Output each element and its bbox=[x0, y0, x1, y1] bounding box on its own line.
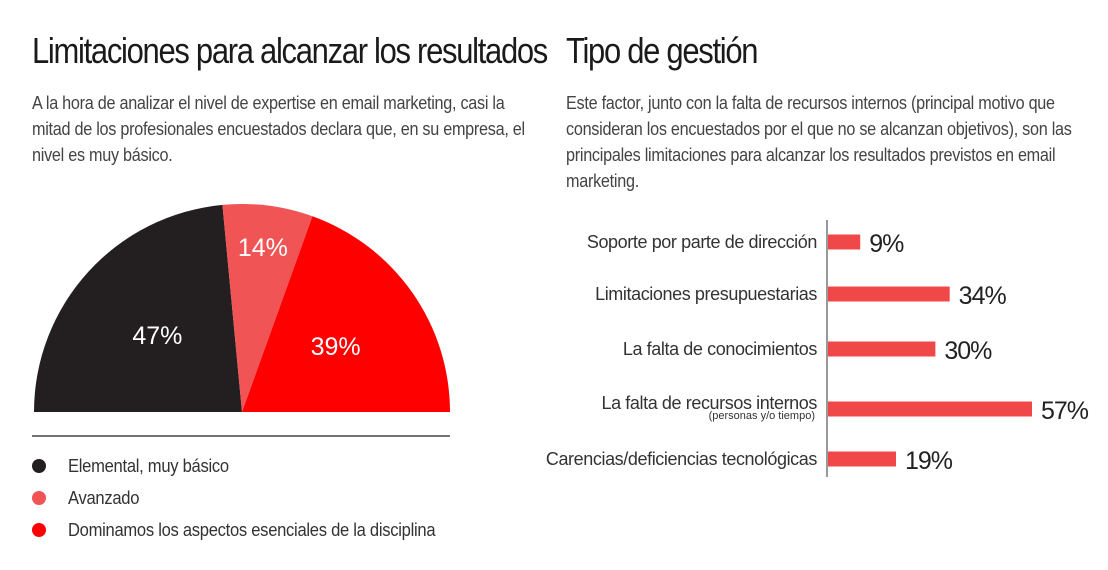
bar-1 bbox=[828, 286, 950, 302]
legend-label-1: Avanzado bbox=[68, 487, 140, 508]
semicircle-pie-chart: 47% 14% 39% bbox=[32, 204, 450, 437]
bar-4 bbox=[828, 451, 896, 467]
legend-label-2: Dominamos los aspectos esenciales de la … bbox=[68, 519, 436, 540]
pie-chart-description: A la hora de analizar el nivel de expert… bbox=[32, 93, 525, 165]
bar-category-label-1: Limitaciones presupuestarias bbox=[595, 284, 817, 304]
bar-category-label-4: Carencias/deficiencias tecnológicas bbox=[546, 449, 818, 469]
pie-slice-1 bbox=[222, 204, 313, 412]
pie-slice-label-0: 47% bbox=[132, 322, 182, 350]
bar-category-label-2: La falta de conocimientos bbox=[623, 339, 818, 359]
bar-value-label-3: 57% bbox=[1041, 397, 1089, 425]
bar-chart-description: Este factor, junto con la falta de recur… bbox=[566, 93, 1072, 191]
pie-legend: Elemental, muy básico Avanzado Dominamos l… bbox=[32, 450, 467, 546]
legend-item-2: Dominamos los aspectos esenciales de la … bbox=[32, 514, 467, 546]
bar-value-label-4: 19% bbox=[905, 447, 953, 475]
legend-item-1: Avanzado bbox=[32, 482, 467, 514]
legend-dot-2 bbox=[32, 523, 46, 537]
bar-chart-title: Tipo de gestión bbox=[566, 30, 758, 71]
pie-slice-0 bbox=[34, 204, 242, 412]
pie-slice-2 bbox=[242, 216, 450, 412]
bar-0 bbox=[828, 234, 861, 250]
bar-2 bbox=[828, 341, 936, 357]
legend-dot-0 bbox=[32, 459, 46, 473]
bar-value-label-0: 9% bbox=[869, 230, 904, 258]
horizontal-bar-chart: Soporte por parte de dirección 9% Limitaci… bbox=[546, 220, 1090, 477]
legend-item-0: Elemental, muy básico bbox=[32, 450, 467, 482]
bar-sublabel-3: (personas y/o tiempo) bbox=[709, 410, 815, 422]
bar-category-label-0: Soporte por parte de dirección bbox=[587, 232, 817, 252]
legend-dot-1 bbox=[32, 491, 46, 505]
pie-chart-title: Limitaciones para alcanzar los resultado… bbox=[32, 30, 548, 71]
pie-slice-label-2: 39% bbox=[311, 333, 361, 361]
pie-slice-label-1: 14% bbox=[238, 234, 288, 262]
bar-3 bbox=[828, 401, 1032, 417]
bar-value-label-1: 34% bbox=[959, 282, 1007, 310]
bar-value-label-2: 30% bbox=[944, 337, 992, 365]
legend-label-0: Elemental, muy básico bbox=[68, 455, 229, 476]
bar-category-label-3: La falta de recursos internos bbox=[601, 393, 817, 413]
